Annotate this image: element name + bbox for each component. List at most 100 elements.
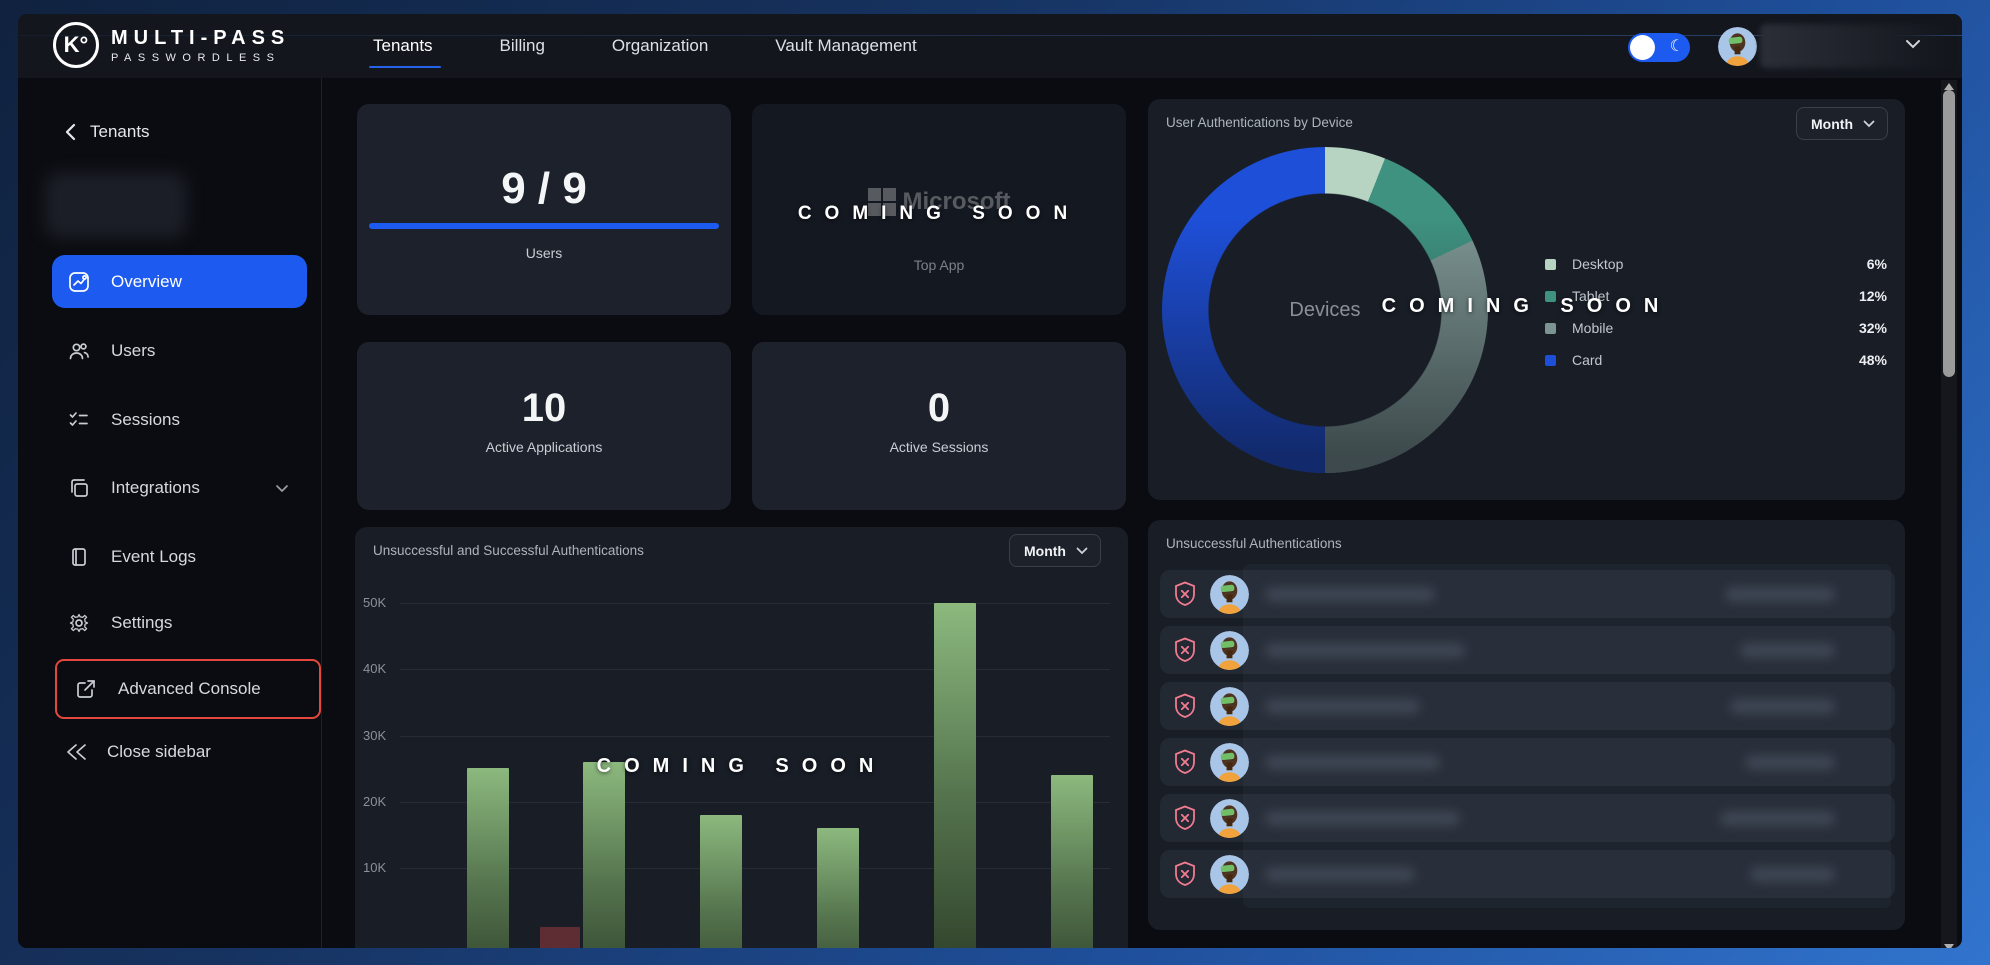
main-content: 9 / 9 Users Microsoft COMING SOON Top Ap…	[322, 78, 1962, 948]
legend-percent: 12%	[1858, 288, 1887, 304]
row-avatar	[1210, 854, 1249, 894]
device-auth-title: User Authentications by Device	[1166, 115, 1353, 130]
scrollbar-down-arrow-icon[interactable]	[1944, 944, 1954, 948]
device-period-value: Month	[1811, 115, 1853, 132]
active-sessions-label: Active Sessions	[889, 439, 989, 455]
app-window: K° MULTI-PASS PASSWORDLESS Tenants Billin…	[18, 14, 1962, 948]
legend-label: Mobile	[1572, 320, 1614, 336]
successful-auth-bar	[934, 602, 976, 948]
y-axis-tick: 10K	[363, 860, 387, 875]
back-to-tenants-link[interactable]: Tenants	[65, 122, 150, 142]
auth-period-dropdown[interactable]: Month	[1009, 534, 1101, 567]
chevron-down-icon	[275, 484, 289, 493]
y-axis-tick: 40K	[363, 661, 387, 677]
successful-auth-bar	[817, 828, 859, 948]
brand-title: MULTI-PASS	[111, 26, 291, 49]
sidebar-item-event-logs[interactable]: Event Logs	[52, 533, 307, 581]
sidebar-item-advanced-console-label: Advanced Console	[118, 679, 261, 698]
legend-swatch-icon	[1545, 322, 1556, 334]
sidebar-item-advanced-console[interactable]: Advanced Console	[55, 659, 321, 719]
settings-gear-icon	[68, 612, 90, 634]
theme-toggle[interactable]: ☾	[1628, 33, 1690, 62]
scrollbar-up-arrow-icon[interactable]	[1944, 83, 1954, 90]
sidebar-item-sessions[interactable]: Sessions	[52, 396, 307, 444]
unsuccessful-auth-title: Unsuccessful Authentications	[1166, 536, 1342, 551]
devices-donut-chart	[1162, 147, 1488, 473]
auth-list-row[interactable]	[1160, 570, 1895, 618]
row-avatar	[1210, 630, 1249, 670]
gridline	[400, 603, 1110, 604]
sidebar-item-integrations[interactable]: Integrations	[52, 464, 307, 512]
row-name-redacted	[1265, 586, 1435, 602]
theme-toggle-knob-icon	[1630, 35, 1655, 60]
user-name-redacted	[1760, 24, 1953, 68]
auth-list-row[interactable]	[1160, 850, 1895, 898]
successful-auth-bar	[1051, 775, 1093, 948]
auth-list-row[interactable]	[1160, 794, 1895, 842]
auth-list-row[interactable]	[1160, 682, 1895, 730]
coming-soon-overlay: COMING SOON	[797, 203, 1081, 224]
tenant-name-redacted	[45, 172, 187, 238]
vertical-scrollbar[interactable]	[1941, 80, 1957, 948]
auth-list-row[interactable]	[1160, 738, 1895, 786]
legend-row-desktop: Desktop 6%	[1545, 253, 1887, 275]
tab-vault-management[interactable]: Vault Management	[775, 36, 917, 55]
users-icon	[68, 340, 90, 362]
sidebar-item-overview-label: Overview	[111, 271, 182, 291]
shield-x-icon	[1174, 749, 1196, 775]
chevron-down-icon[interactable]	[1905, 39, 1921, 49]
gridline	[400, 669, 1110, 671]
auth-list-row[interactable]	[1160, 626, 1895, 674]
row-timestamp-redacted	[1730, 698, 1835, 714]
collapse-chevrons-icon	[65, 743, 89, 761]
top-app-label: Top App	[913, 257, 965, 273]
row-name-redacted	[1265, 642, 1465, 658]
shield-x-icon	[1174, 693, 1196, 719]
users-progress-bar	[369, 223, 719, 229]
legend-swatch-icon	[1545, 258, 1556, 270]
overview-chart-icon	[68, 271, 90, 293]
sidebar-item-close-sidebar-label: Close sidebar	[107, 742, 211, 761]
brand-subtitle: PASSWORDLESS	[111, 51, 281, 64]
navbar-accent-line	[18, 35, 1962, 36]
row-timestamp-redacted	[1720, 810, 1835, 826]
sidebar-item-close-sidebar[interactable]: Close sidebar	[65, 728, 211, 776]
sidebar-item-overview[interactable]: Overview	[52, 255, 307, 308]
active-applications-count: 10	[521, 386, 567, 430]
sidebar-item-settings[interactable]: Settings	[52, 599, 307, 647]
legend-row-tablet: Tablet 12%	[1545, 285, 1887, 307]
tab-billing[interactable]: Billing	[499, 36, 545, 55]
device-period-dropdown[interactable]: Month	[1796, 107, 1888, 140]
sidebar-item-integrations-label: Integrations	[111, 478, 200, 497]
brand-logo[interactable]: K° MULTI-PASS PASSWORDLESS	[53, 22, 290, 68]
legend-swatch-icon	[1545, 290, 1556, 302]
tab-tenants[interactable]: Tenants	[369, 28, 441, 68]
legend-swatch-icon	[1545, 354, 1556, 366]
microsoft-logo: Microsoft	[752, 188, 1126, 216]
row-timestamp-redacted	[1740, 642, 1835, 658]
tab-organization[interactable]: Organization	[611, 36, 709, 55]
active-sessions-card: 0 Active Sessions	[752, 342, 1126, 510]
auth-period-value: Month	[1024, 542, 1066, 559]
integrations-icon	[68, 477, 90, 499]
gridline	[400, 868, 1110, 869]
row-avatar	[1210, 742, 1249, 782]
sidebar-item-users[interactable]: Users	[52, 327, 307, 375]
chevron-down-icon	[1863, 120, 1875, 127]
event-logs-icon	[68, 546, 90, 568]
users-count: 9 / 9	[501, 164, 587, 213]
microsoft-squares-icon	[867, 188, 896, 216]
unsuccessful-auth-card: Unsuccessful Authentications	[1148, 520, 1905, 930]
device-auth-card: User Authentications by Device Month Dev…	[1148, 99, 1905, 500]
scrollbar-thumb[interactable]	[1943, 90, 1955, 377]
row-timestamp-redacted	[1725, 586, 1835, 602]
sidebar-item-settings-label: Settings	[111, 613, 173, 632]
nav-tabs: Tenants Billing Organization Vault Manageme…	[369, 14, 919, 78]
legend-percent: 48%	[1858, 352, 1887, 368]
user-avatar[interactable]	[1718, 27, 1757, 66]
y-axis-tick: 50K	[363, 595, 387, 610]
successful-auth-bar	[583, 761, 625, 948]
donut-center-label: Devices	[1289, 298, 1361, 321]
y-axis-tick: 20K	[363, 793, 387, 809]
legend-row-card: Card 48%	[1545, 349, 1887, 371]
